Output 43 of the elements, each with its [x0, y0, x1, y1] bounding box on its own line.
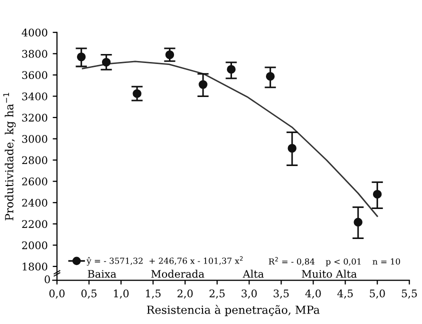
- y-tick-label: 3600: [22, 71, 48, 80]
- point: [288, 144, 296, 153]
- text: 0: [44, 275, 50, 284]
- y-tick-label: 2600: [22, 178, 48, 186]
- y-tick-label: 2800: [22, 156, 48, 164]
- y-tick-label: 2000: [22, 241, 48, 250]
- x-tick-label: 0,0: [49, 289, 65, 299]
- x-tick-label: 3,5: [274, 289, 289, 299]
- annotation: R$^{2}$ = - 0,84 p < 0,01 n = 10: [268, 257, 400, 266]
- x-tick-label: 1,5: [146, 289, 161, 299]
- point: [372, 190, 382, 199]
- legend-label: ŷ = - 3571,32 + 246,76 x - 101,37 x$^{2}$: [86, 256, 243, 266]
- x-tick-label: 3,0: [242, 289, 257, 299]
- y-tick-label: 1800: [22, 262, 48, 271]
- x-axis-title: Resistencia à penetração, MPa: [146, 304, 320, 316]
- point: [198, 80, 208, 89]
- y-tick-label: 3400: [22, 92, 48, 100]
- point: [226, 64, 236, 74]
- x-tick-label: 2,0: [178, 289, 193, 299]
- y-tick-label: 2200: [22, 220, 48, 228]
- point: [165, 50, 174, 60]
- x-tick-label: 2,5: [210, 289, 225, 299]
- annotation: Baixa: [88, 270, 116, 278]
- x-tick-label: 4,0: [305, 289, 321, 299]
- x-tick-label: 4,5: [337, 289, 353, 299]
- annotation: Muito Alta: [302, 270, 357, 278]
- point: [76, 52, 86, 62]
- annotation: Moderada: [151, 270, 204, 278]
- x-tick-label: 5,0: [370, 289, 385, 299]
- x-tick-label: 0,5: [81, 289, 96, 299]
- y-tick-label: 3000: [22, 135, 48, 143]
- y-tick-label: 3200: [22, 114, 48, 122]
- x-tick-label: 1,0: [114, 289, 129, 299]
- annotation: Alta: [242, 270, 264, 278]
- y-tick-label: 3800: [22, 50, 48, 58]
- point: [354, 218, 362, 227]
- y-axis-title: Produtividade, kg ha$^{−1}$: [3, 92, 16, 220]
- y-tick-label: 4000: [22, 28, 48, 37]
- point: [102, 58, 111, 67]
- point: [132, 89, 142, 98]
- y-tick-label: 2400: [22, 198, 48, 207]
- point: [266, 72, 275, 81]
- x-tick-label: 5,5: [402, 290, 417, 299]
